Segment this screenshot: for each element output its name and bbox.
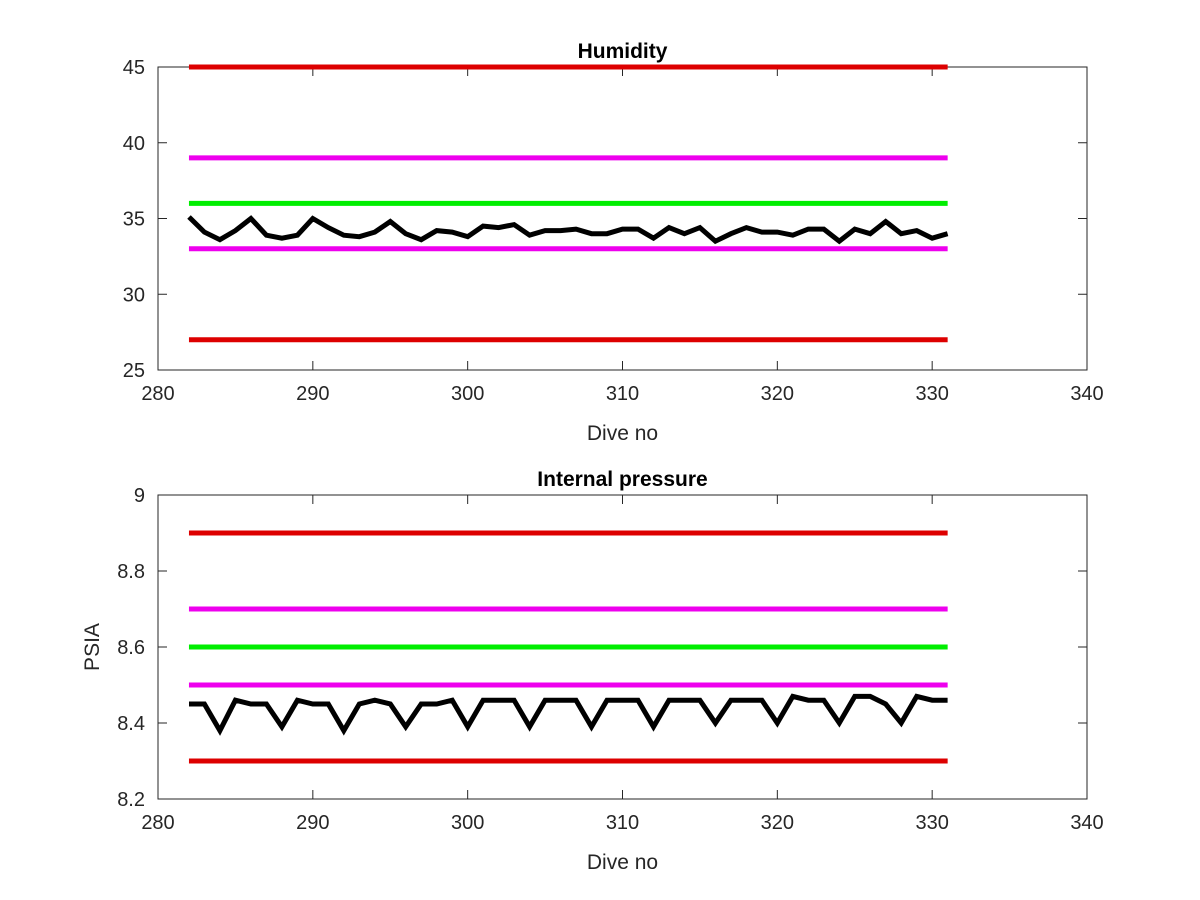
humidity-series: [187, 215, 949, 245]
humidity-y-tick-label: 30: [123, 284, 145, 306]
internal-pressure-x-tick-label: 290: [296, 812, 329, 834]
internal-pressure-title: Internal pressure: [537, 468, 707, 491]
internal-pressure-series-line: [189, 693, 948, 736]
internal-pressure-x-tick-label: 330: [915, 812, 948, 834]
internal-pressure-y-tick-label: 9: [134, 485, 145, 507]
internal-pressure-chart: 280 290 300 310 320 330 340 8.2 8.4 8.6 8.8 9 Inter…: [81, 468, 1104, 874]
humidity-tick-labels: 280 290 300 310 320 330 340 25 30 35 40 45: [123, 57, 1104, 405]
internal-pressure-x-tick-label: 280: [141, 812, 174, 834]
humidity-y-tick-label: 40: [123, 133, 145, 155]
humidity-x-tick-label: 280: [141, 383, 174, 405]
humidity-series-line: [187, 215, 949, 245]
humidity-threshold-lines: [188, 64, 948, 343]
humidity-title: Humidity: [578, 40, 668, 63]
internal-pressure-x-tick-label: 310: [606, 812, 639, 834]
internal-pressure-y-axis-label: PSIA: [81, 623, 104, 671]
internal-pressure-x-tick-label: 300: [451, 812, 484, 834]
internal-pressure-x-tick-label: 340: [1070, 812, 1103, 834]
humidity-y-tick-label: 25: [123, 360, 145, 382]
internal-pressure-y-tick-label: 8.4: [117, 713, 145, 735]
internal-pressure-x-tick-label: 320: [761, 812, 794, 834]
internal-pressure-series: [189, 693, 948, 736]
internal-pressure-y-tick-label: 8.8: [117, 561, 145, 583]
internal-pressure-y-tick-label: 8.2: [117, 789, 145, 811]
internal-pressure-x-axis-label: Dive no: [587, 851, 658, 874]
internal-pressure-y-tick-label: 8.6: [117, 637, 145, 659]
humidity-y-tick-label: 35: [123, 209, 145, 231]
internal-pressure-ticks: [157, 494, 1088, 800]
humidity-x-tick-label: 330: [915, 383, 948, 405]
humidity-chart: 280 290 300 310 320 330 340 25 30 35 40 45 Humidity…: [123, 40, 1104, 445]
humidity-x-tick-label: 290: [296, 383, 329, 405]
humidity-axes-box: [157, 66, 1088, 371]
humidity-y-tick-label: 45: [123, 57, 145, 79]
humidity-x-axis-label: Dive no: [587, 422, 658, 445]
internal-pressure-tick-labels: 280 290 300 310 320 330 340 8.2 8.4 8.6 8.8 9: [117, 485, 1104, 834]
humidity-x-tick-label: 320: [761, 383, 794, 405]
humidity-x-tick-label: 310: [606, 383, 639, 405]
humidity-x-tick-label: 300: [451, 383, 484, 405]
humidity-x-tick-label: 340: [1070, 383, 1103, 405]
internal-pressure-threshold-lines: [188, 530, 948, 764]
